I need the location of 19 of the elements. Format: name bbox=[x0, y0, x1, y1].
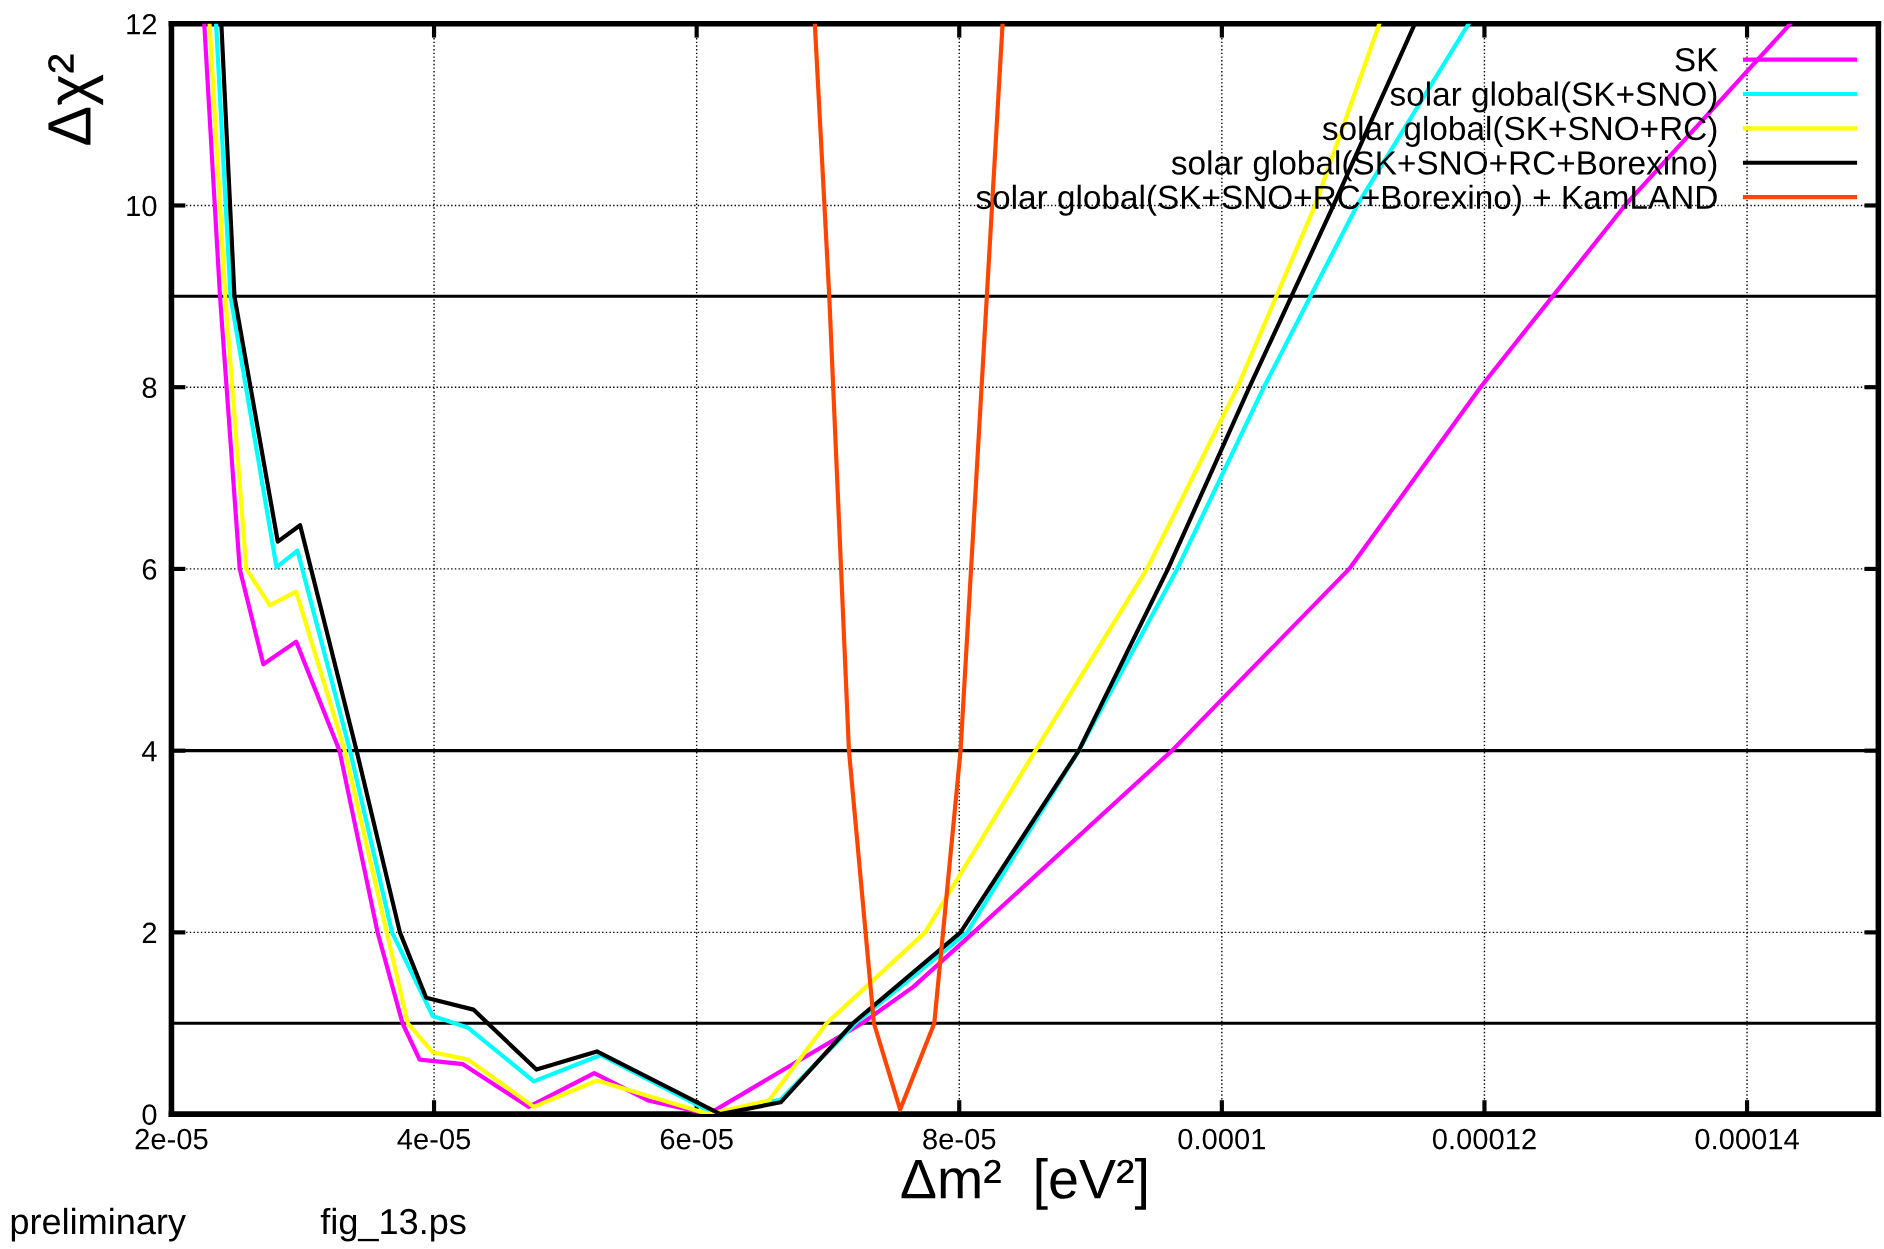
x-tick-label: 0.00012 bbox=[1432, 1128, 1536, 1150]
y-axis-title: Δχ² bbox=[48, 54, 104, 145]
text: preliminary bbox=[11, 1207, 186, 1242]
y-tick-label: 12 bbox=[127, 13, 157, 35]
y-tick-label: 6 bbox=[142, 559, 157, 580]
x-tick-label: 8e-05 bbox=[923, 1128, 996, 1150]
y-tick-label: 8 bbox=[142, 377, 157, 399]
x-tick-label: 4e-05 bbox=[397, 1128, 471, 1150]
x-tick-label: 0.0001 bbox=[1178, 1128, 1266, 1150]
text: fig_13.ps bbox=[320, 1207, 466, 1242]
y-tick-label: 4 bbox=[142, 741, 157, 762]
x-tick-label: 2e-05 bbox=[135, 1128, 208, 1150]
x-axis-title: Δm² [eV²] bbox=[901, 1157, 1146, 1210]
legend-label: SK bbox=[1675, 47, 1718, 72]
y-tick-label: 0 bbox=[142, 1104, 157, 1125]
x-tick-label: 6e-05 bbox=[660, 1128, 733, 1150]
x-tick-label: 0.00014 bbox=[1695, 1128, 1799, 1150]
y-tick-label: 2 bbox=[142, 922, 157, 943]
y-tick-label: 10 bbox=[127, 195, 157, 217]
